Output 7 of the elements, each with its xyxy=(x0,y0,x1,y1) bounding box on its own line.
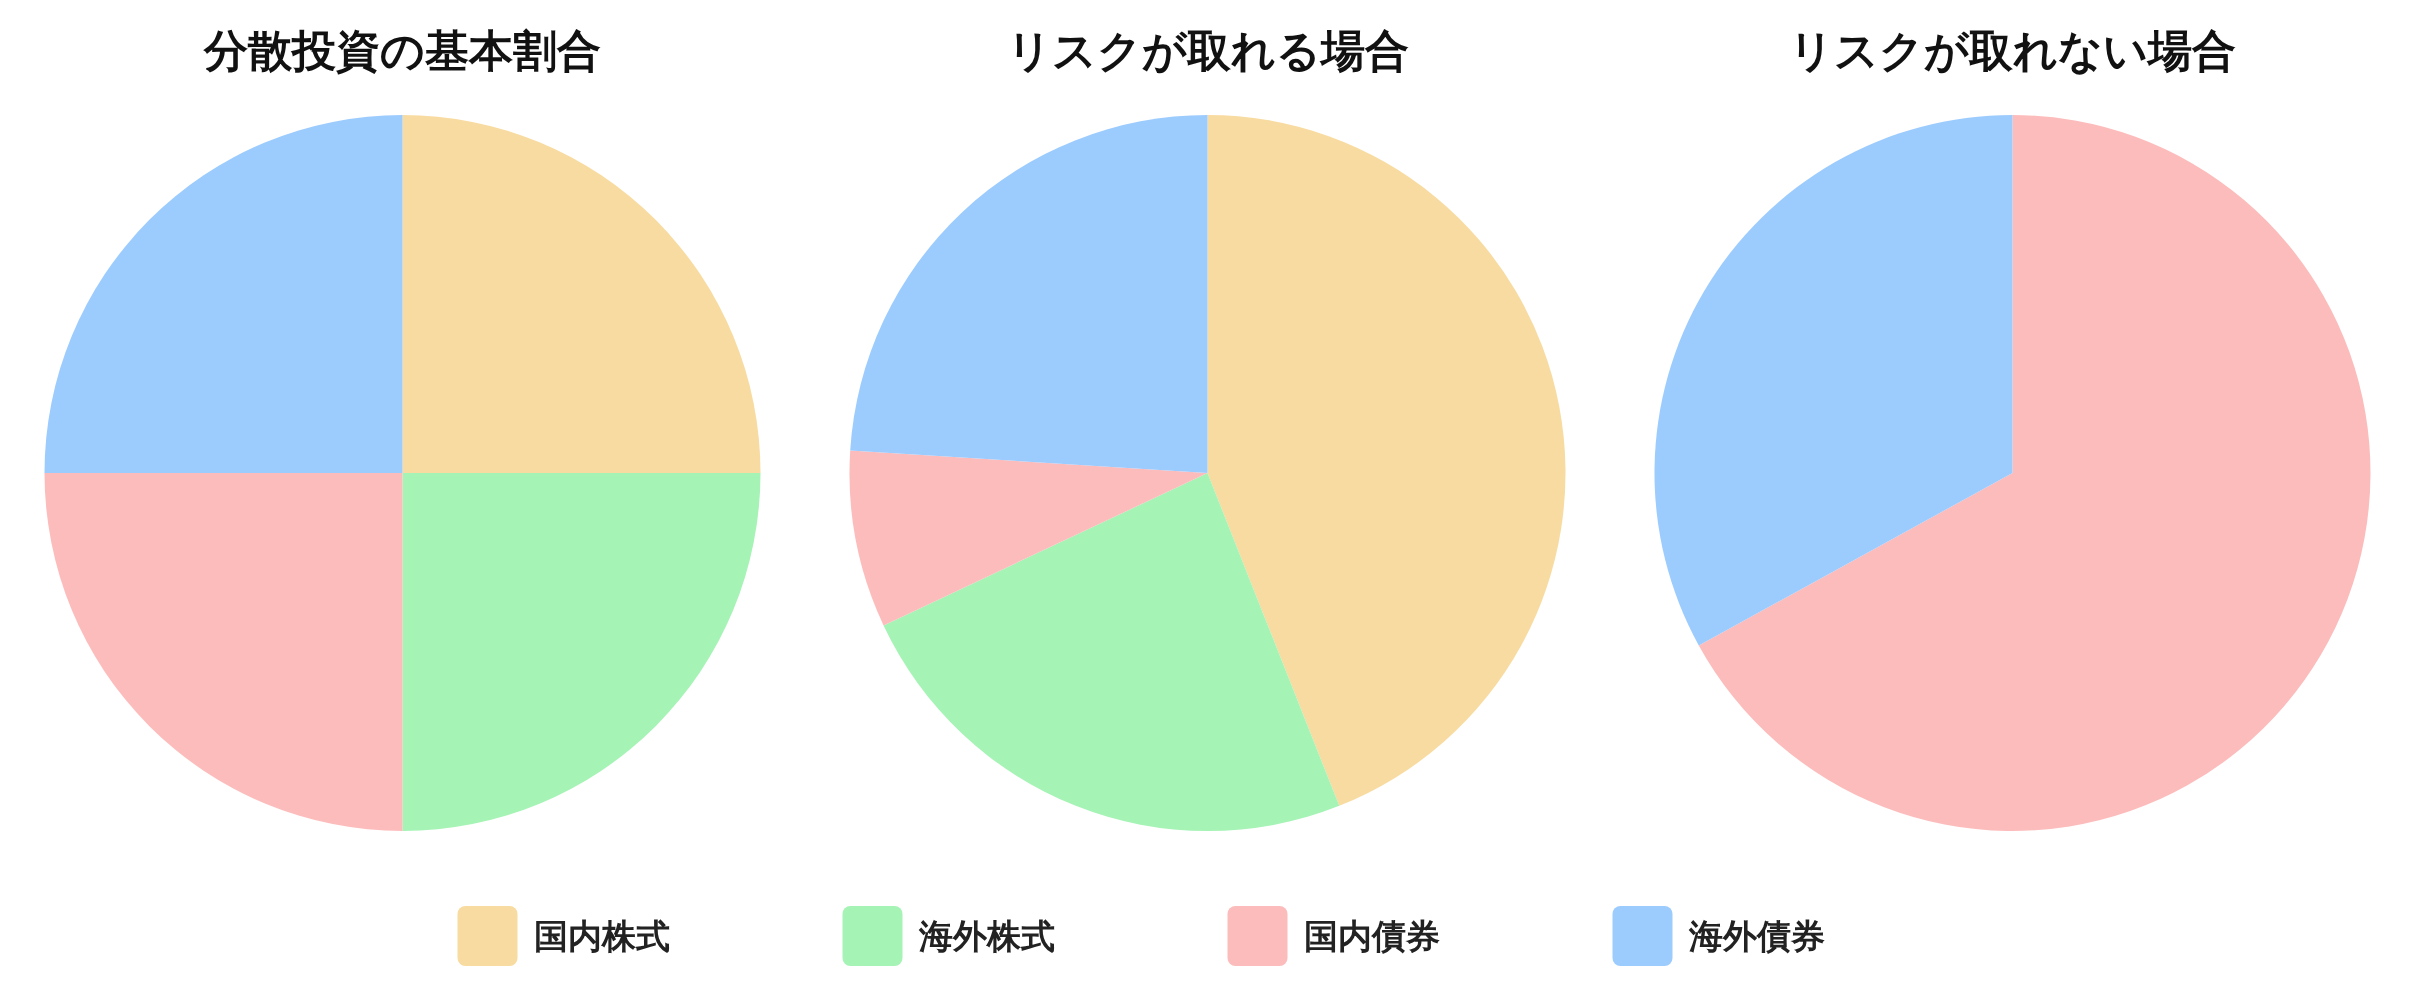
legend-label: 国内債券 xyxy=(1303,916,1440,956)
legend-label: 海外株式 xyxy=(917,916,1055,956)
slice-label: リスクが取れる場合 xyxy=(1006,25,1409,76)
legend-label: 国内株式 xyxy=(533,916,670,956)
legend-label: 海外債券 xyxy=(1687,916,1825,956)
slice-label: リスクが取れない場合 xyxy=(1789,25,2236,76)
slice-label: 分散投資の基本割合 xyxy=(203,25,601,76)
